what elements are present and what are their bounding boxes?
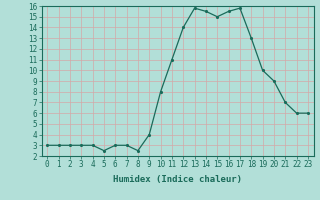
X-axis label: Humidex (Indice chaleur): Humidex (Indice chaleur) [113, 175, 242, 184]
